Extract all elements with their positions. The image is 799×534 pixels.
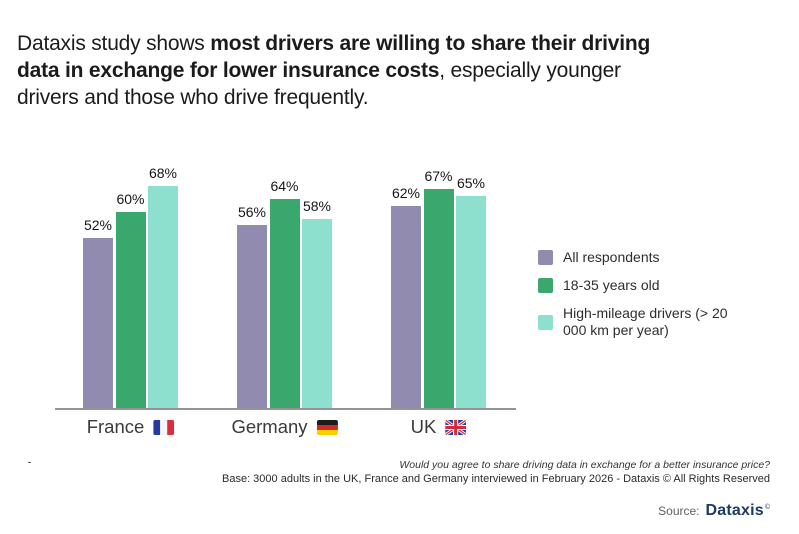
legend-label: 18-35 years old [563,277,660,293]
title-segment: , especially younger [439,59,621,82]
dataxis-logo: Dataxis [705,502,764,519]
bar-value-label: 52% [83,217,113,233]
bar-value-label: 60% [116,191,145,207]
chart-title: Dataxis study shows most drivers are wil… [17,30,650,111]
copyright-mark: © [764,504,770,511]
bar-value-label: 64% [270,178,299,194]
survey-question: Would you agree to share driving data in… [399,459,770,471]
legend-item-high-mileage-drivers-20-000-km-per-year: High-mileage drivers (> 20 000 km per ye… [538,305,738,339]
source-label: Source: [658,504,700,518]
bar-value-label: 56% [237,204,267,220]
bar-uk-18-35-years-old [423,189,454,408]
title-line: data in exchange for lower insurance cos… [17,57,650,84]
bar-germany-all-respondents [237,225,267,408]
base-note: Base: 3000 adults in the UK, France and … [222,473,770,485]
x-axis-label-france: France [87,416,175,438]
country-name: France [86,416,145,437]
bar-france-high-mileage-drivers-20-000-km-per-year [148,186,178,408]
footnote: Would you agree to share driving data in… [222,459,770,486]
x-axis-label-uk: UK [411,416,467,438]
bar-uk-all-respondents [391,206,421,408]
x-axis-label-germany: Germany [231,416,338,438]
title-segment-bold: most drivers are willing to share their … [210,32,651,55]
title-segment: drivers and those who drive frequently. [17,86,369,109]
bar-value-label: 68% [148,165,178,181]
legend-label: All respondents [563,249,660,265]
uk-flag-icon [445,419,467,435]
x-axis-line [55,408,516,410]
source-line: Source: Dataxis © [658,502,770,520]
legend-swatch [538,314,553,330]
legend-item-18-35-years-old: 18-35 years old [538,277,738,294]
bar-value-label: 62% [391,185,421,201]
title-line: Dataxis study shows most drivers are wil… [17,30,650,57]
country-name: UK [410,416,437,437]
bar-value-label: 67% [424,168,453,184]
bar-value-label: 65% [456,175,486,191]
bar-france-18-35-years-old [115,212,146,408]
bar-germany-18-35-years-old [269,199,300,408]
chart-legend: All respondents 18-35 years old High-milea… [538,249,738,350]
legend-swatch [538,278,553,293]
france-flag-icon [153,419,175,435]
plot-area: 52% 60% 68% 56% 64% 58% 62% 67% 65% [0,160,799,408]
country-name: Germany [231,416,308,437]
footnote-dash: - [28,457,31,467]
title-segment-bold: data in exchange for lower insurance cos… [17,59,440,82]
bar-germany-high-mileage-drivers-20-000-km-per-year [302,219,332,408]
bar-uk-high-mileage-drivers-20-000-km-per-year [456,196,486,408]
bar-value-label: 58% [302,198,332,214]
legend-item-all-respondents: All respondents [538,249,738,266]
title-segment: Dataxis study shows [17,32,211,55]
legend-swatch [538,250,553,265]
germany-flag-icon [316,419,338,435]
bar-france-all-respondents [83,238,113,408]
legend-label: High-mileage drivers (> 20 000 km per ye… [563,305,728,338]
title-line: drivers and those who drive frequently. [17,84,650,111]
